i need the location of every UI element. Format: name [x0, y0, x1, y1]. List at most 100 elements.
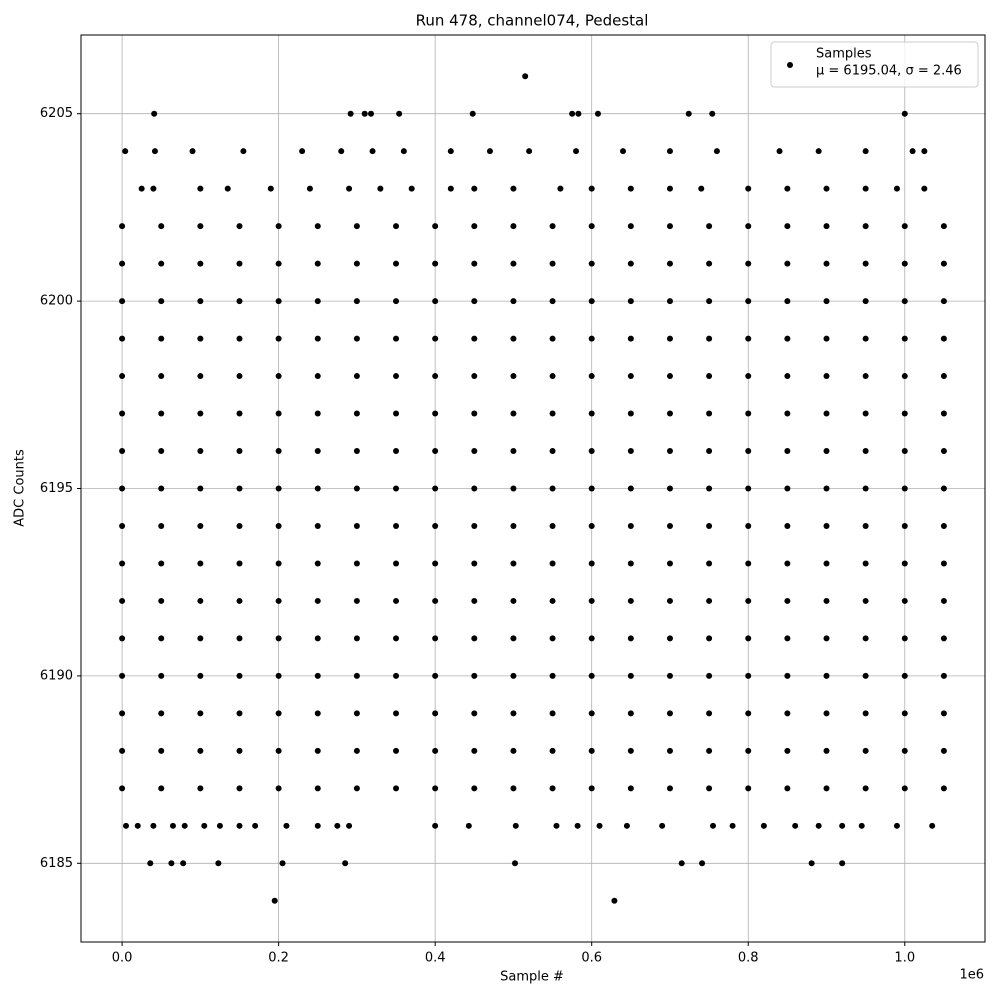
scatter-point — [236, 785, 243, 792]
scatter-point — [745, 185, 752, 192]
scatter-point — [377, 185, 384, 192]
scatter-point — [236, 335, 243, 342]
scatter-point — [784, 560, 791, 567]
scatter-point — [940, 335, 947, 342]
scatter-point — [471, 223, 478, 230]
scatter-point — [197, 298, 204, 305]
scatter-point — [940, 448, 947, 455]
scatter-point — [940, 597, 947, 604]
scatter-point — [901, 110, 908, 117]
scatter-point — [627, 522, 634, 529]
scatter-point — [823, 335, 830, 342]
scatter-point — [784, 410, 791, 417]
scatter-point — [510, 522, 517, 529]
scatter-point — [666, 635, 673, 642]
scatter-point — [784, 785, 791, 792]
scatter-point — [510, 635, 517, 642]
scatter-point — [180, 860, 187, 867]
scatter-point — [666, 298, 673, 305]
x-tick-label: 0.4 — [425, 951, 446, 966]
scatter-point — [627, 597, 634, 604]
scatter-point — [627, 560, 634, 567]
scatter-point — [588, 710, 595, 717]
scatter-point — [549, 672, 556, 679]
scatter-point — [236, 747, 243, 754]
scatter-point — [627, 485, 634, 492]
scatter-point — [549, 747, 556, 754]
scatter-point — [666, 597, 673, 604]
scatter-point — [275, 522, 282, 529]
scatter-point — [432, 672, 439, 679]
scatter-point — [275, 448, 282, 455]
scatter-point — [823, 298, 830, 305]
scatter-point — [588, 185, 595, 192]
scatter-point — [158, 485, 165, 492]
scatter-point — [275, 710, 282, 717]
scatter-point — [432, 298, 439, 305]
scatter-point — [666, 373, 673, 380]
scatter-point — [347, 110, 354, 117]
scatter-point — [197, 522, 204, 529]
scatter-point — [471, 410, 478, 417]
scatter-point — [197, 448, 204, 455]
scatter-point — [158, 522, 165, 529]
scatter-point — [275, 298, 282, 305]
scatter-point — [698, 185, 705, 192]
scatter-point — [197, 560, 204, 567]
scatter-point — [901, 373, 908, 380]
scatter-point — [236, 260, 243, 267]
scatter-point — [588, 485, 595, 492]
scatter-point — [236, 223, 243, 230]
scatter-point — [471, 485, 478, 492]
scatter-point — [236, 710, 243, 717]
scatter-point — [549, 410, 556, 417]
legend-box — [770, 41, 979, 88]
scatter-point — [706, 710, 713, 717]
scatter-point — [197, 485, 204, 492]
scatter-point — [236, 410, 243, 417]
scatter-point — [858, 822, 865, 829]
scatter-point — [510, 710, 517, 717]
scatter-point — [158, 260, 165, 267]
scatter-point — [706, 672, 713, 679]
scatter-point — [745, 560, 752, 567]
scatter-point — [369, 148, 376, 155]
scatter-point — [119, 635, 126, 642]
scatter-point — [122, 148, 129, 155]
scatter-point — [901, 335, 908, 342]
scatter-point — [158, 747, 165, 754]
scatter-point — [353, 223, 360, 230]
scatter-point — [784, 522, 791, 529]
scatter-point — [393, 747, 400, 754]
scatter-point — [862, 785, 869, 792]
scatter-point — [706, 560, 713, 567]
scatter-point — [784, 747, 791, 754]
scatter-point — [119, 298, 126, 305]
scatter-point — [181, 822, 188, 829]
scatter-point — [588, 448, 595, 455]
scatter-point — [314, 635, 321, 642]
scatter-point — [862, 410, 869, 417]
scatter-point — [549, 597, 556, 604]
scatter-point — [275, 635, 282, 642]
scatter-point — [940, 560, 947, 567]
scatter-point — [393, 522, 400, 529]
scatter-point — [151, 110, 158, 117]
scatter-point — [815, 148, 822, 155]
scatter-point — [197, 260, 204, 267]
scatter-point — [119, 560, 126, 567]
scatter-point — [275, 223, 282, 230]
scatter-point — [940, 672, 947, 679]
scatter-point — [921, 185, 928, 192]
scatter-point — [706, 373, 713, 380]
scatter-point — [353, 672, 360, 679]
scatter-point — [745, 785, 752, 792]
scatter-point — [432, 747, 439, 754]
scatter-point — [666, 747, 673, 754]
scatter-point — [549, 710, 556, 717]
scatter-point — [158, 560, 165, 567]
scatter-point — [314, 260, 321, 267]
scatter-point — [119, 785, 126, 792]
scatter-point — [940, 260, 947, 267]
scatter-point — [594, 110, 601, 117]
